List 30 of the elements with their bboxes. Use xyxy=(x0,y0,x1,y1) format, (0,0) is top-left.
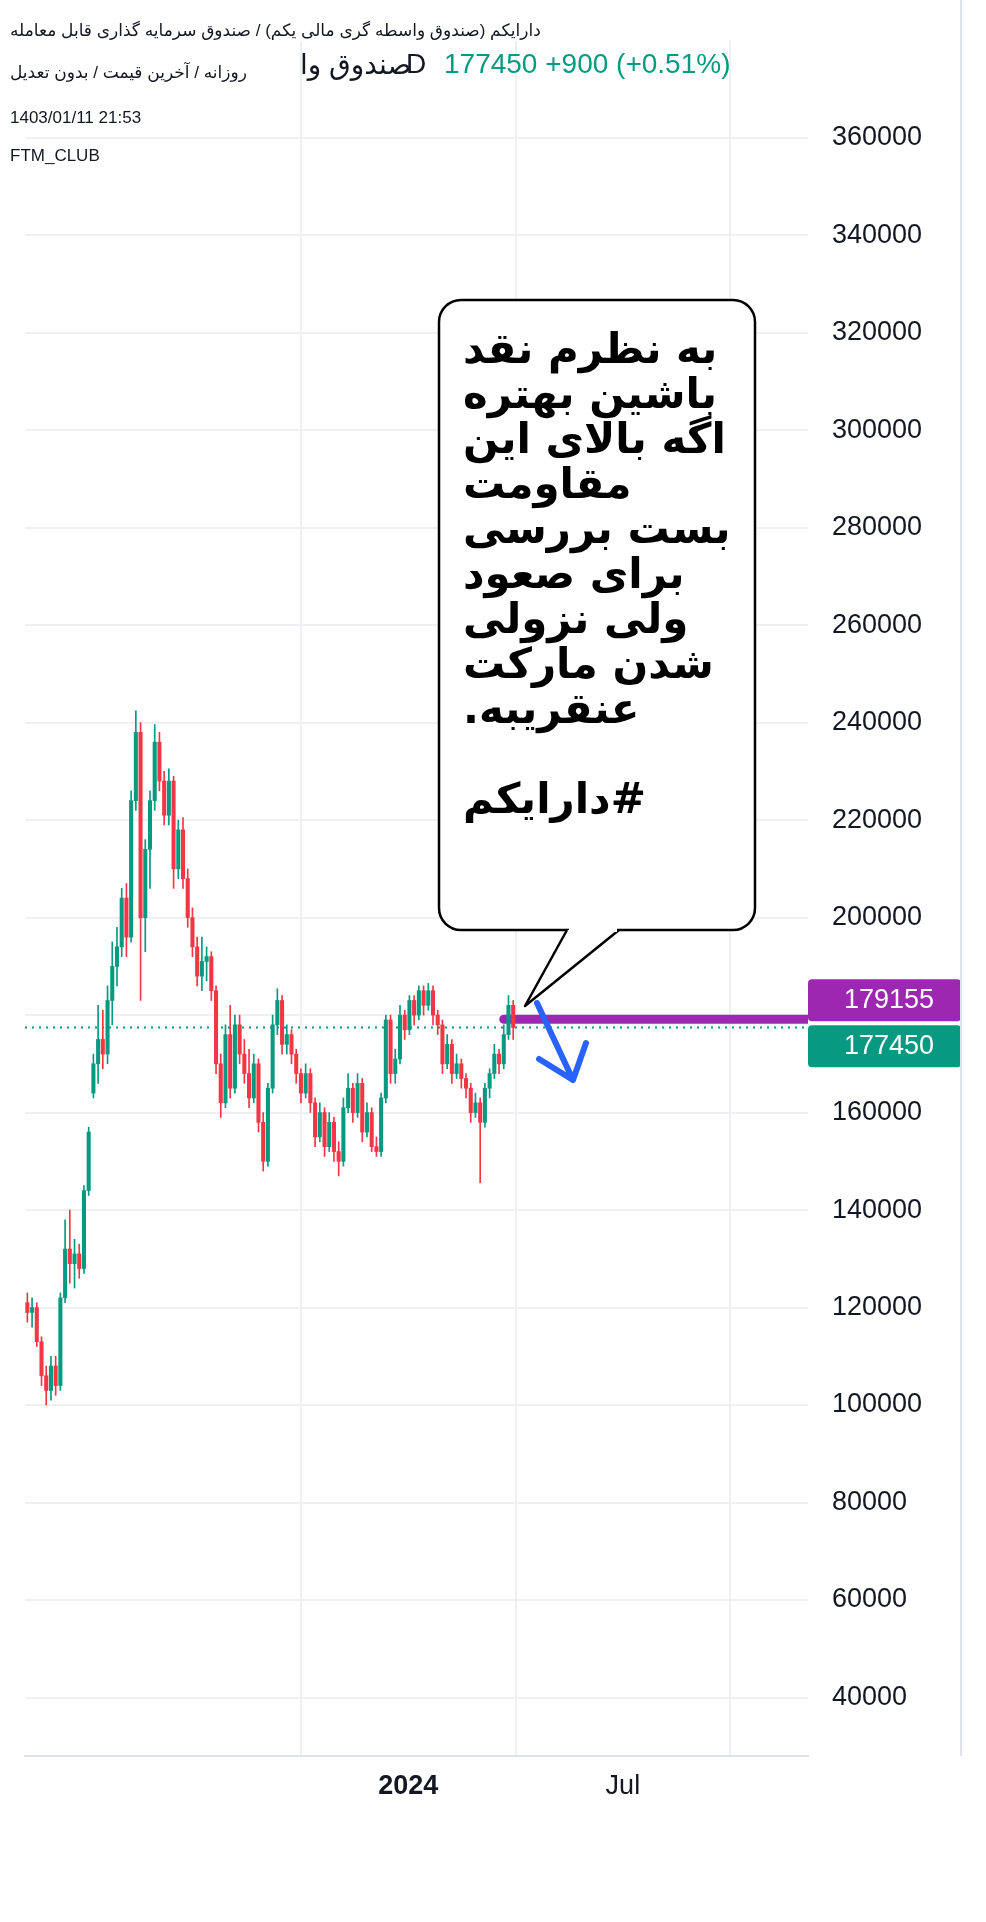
text: روزانه / آخرین قیمت / بدون تعدیل xyxy=(10,62,247,83)
y-tick-label: 200000 xyxy=(832,901,923,932)
chart-title: دارایکم (صندوق واسطه گری مالی یکم) / صندوق سرمایه گذاری قابل معامله xyxy=(10,20,541,41)
annotation: FTM_CLUB xyxy=(10,146,100,166)
y-tick-label: 280000 xyxy=(832,511,923,542)
y-tick-label: 260000 xyxy=(832,608,923,639)
y-tick-label: 320000 xyxy=(832,316,923,347)
y-tick-label: 60000 xyxy=(832,1583,908,1614)
candlestick xyxy=(67,1209,72,1284)
y-tick-label: 340000 xyxy=(832,218,923,249)
x-tick-label: Jul xyxy=(605,1769,641,1800)
y-tick-label: 240000 xyxy=(832,706,923,737)
data-label: 179155 xyxy=(843,983,934,1014)
candlestick xyxy=(100,1009,105,1070)
y-tick-label: 220000 xyxy=(832,803,923,834)
y-tick-label: 300000 xyxy=(832,413,923,444)
y-tick-label: 140000 xyxy=(832,1193,923,1224)
y-tick-label: 360000 xyxy=(832,121,923,152)
candlestick xyxy=(478,1097,483,1184)
candlestick xyxy=(30,1297,35,1328)
y-tick-label: 80000 xyxy=(832,1485,908,1516)
y-tick-label: 40000 xyxy=(832,1680,908,1711)
annotation: 1403/01/11 21:53 xyxy=(10,108,142,128)
y-tick-label: 160000 xyxy=(832,1096,923,1127)
x-tick-label: 2024 xyxy=(378,1769,439,1800)
y-tick-label: 100000 xyxy=(832,1388,923,1419)
annotation: 177450 +900 (+0.51%) xyxy=(444,48,731,80)
y-tick-label: 120000 xyxy=(832,1291,923,1322)
ref-line-label: 177450 xyxy=(843,1029,934,1060)
text: به نظرم نقد باشین بهتره اگه بالای این مقاومت بست بررسی برای صعود ولی نزولی شدن مارکت عنقریبه. #دارایکم xyxy=(463,324,731,823)
